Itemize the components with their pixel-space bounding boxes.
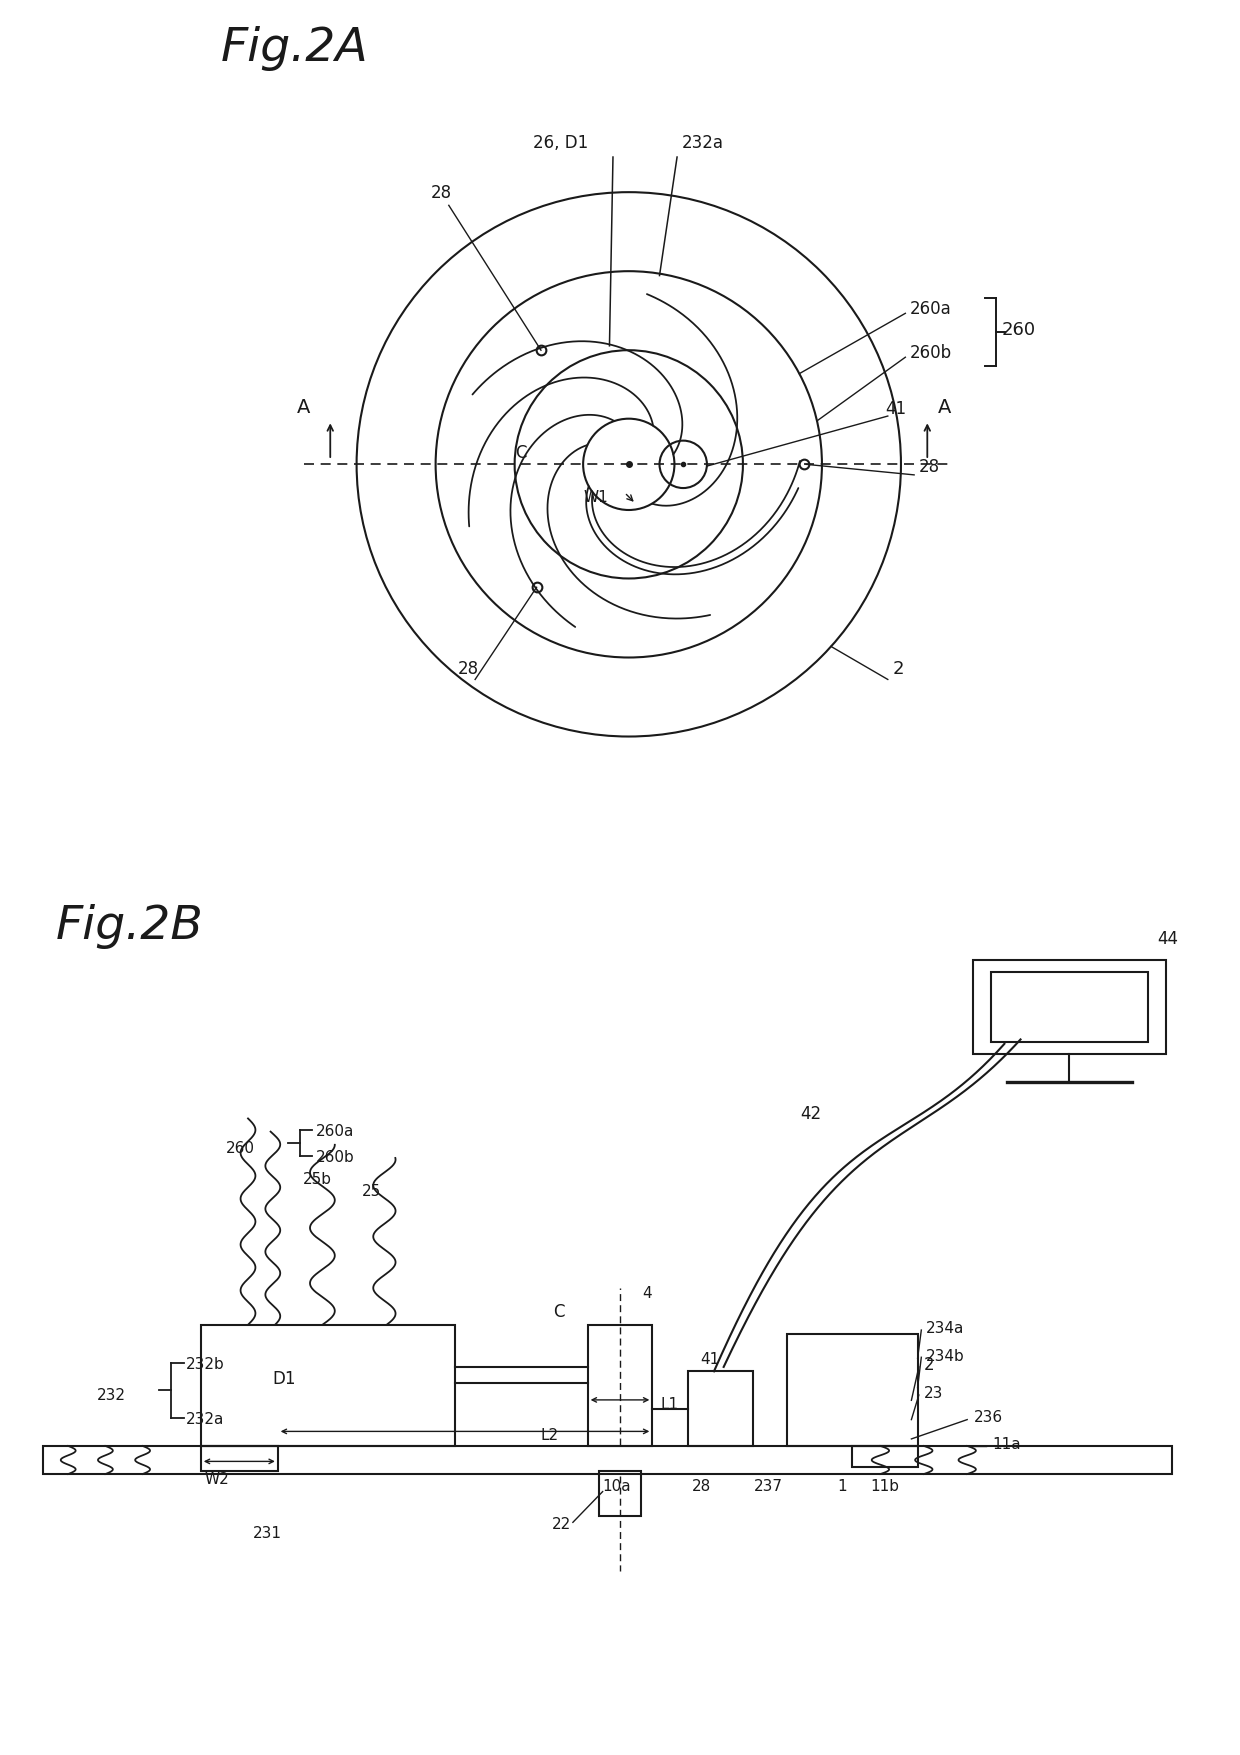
Text: C: C bbox=[515, 444, 526, 462]
Text: Fig.2A: Fig.2A bbox=[221, 26, 368, 72]
Text: 232b: 232b bbox=[186, 1357, 224, 1371]
Text: 42: 42 bbox=[800, 1106, 821, 1123]
Text: 234a: 234a bbox=[926, 1320, 965, 1336]
Text: 237: 237 bbox=[754, 1478, 782, 1494]
Text: 260b: 260b bbox=[910, 344, 952, 362]
Text: 260b: 260b bbox=[316, 1150, 355, 1165]
Text: 10a: 10a bbox=[603, 1478, 631, 1494]
Text: 28: 28 bbox=[432, 184, 453, 202]
Text: 232: 232 bbox=[97, 1386, 125, 1402]
Text: L2: L2 bbox=[541, 1427, 559, 1443]
Text: 2: 2 bbox=[893, 660, 904, 677]
Text: 236: 236 bbox=[973, 1409, 1002, 1425]
Text: W1: W1 bbox=[583, 490, 608, 505]
Text: 41: 41 bbox=[701, 1351, 720, 1365]
Text: 260: 260 bbox=[1002, 321, 1037, 339]
Text: 22: 22 bbox=[552, 1516, 572, 1532]
Text: Fig.2B: Fig.2B bbox=[56, 904, 203, 949]
Text: W2: W2 bbox=[205, 1471, 229, 1486]
Text: 260a: 260a bbox=[316, 1123, 355, 1139]
Text: 11b: 11b bbox=[870, 1478, 899, 1494]
Text: 28: 28 bbox=[458, 660, 479, 677]
Text: 25b: 25b bbox=[303, 1171, 331, 1186]
Text: 28: 28 bbox=[919, 458, 940, 476]
Text: 1: 1 bbox=[837, 1478, 847, 1494]
Text: 25: 25 bbox=[362, 1183, 382, 1199]
Text: 44: 44 bbox=[1157, 930, 1178, 948]
Text: 234b: 234b bbox=[926, 1348, 965, 1364]
Text: 11a: 11a bbox=[992, 1436, 1021, 1451]
Text: 41: 41 bbox=[885, 400, 906, 418]
Text: 260a: 260a bbox=[910, 300, 951, 318]
Text: 23: 23 bbox=[924, 1385, 944, 1400]
Text: D1: D1 bbox=[273, 1369, 296, 1386]
Text: 2: 2 bbox=[924, 1355, 935, 1372]
Text: 4: 4 bbox=[642, 1285, 652, 1300]
Text: 26, D1: 26, D1 bbox=[533, 133, 588, 151]
Text: 231: 231 bbox=[253, 1525, 281, 1541]
Text: 260: 260 bbox=[226, 1141, 254, 1155]
Text: 232a: 232a bbox=[186, 1411, 224, 1427]
Text: L1: L1 bbox=[661, 1395, 680, 1411]
Text: C: C bbox=[553, 1302, 564, 1320]
Text: 232a: 232a bbox=[682, 133, 723, 151]
Text: A: A bbox=[937, 397, 951, 416]
Text: A: A bbox=[296, 397, 310, 416]
Text: 28: 28 bbox=[692, 1478, 712, 1494]
